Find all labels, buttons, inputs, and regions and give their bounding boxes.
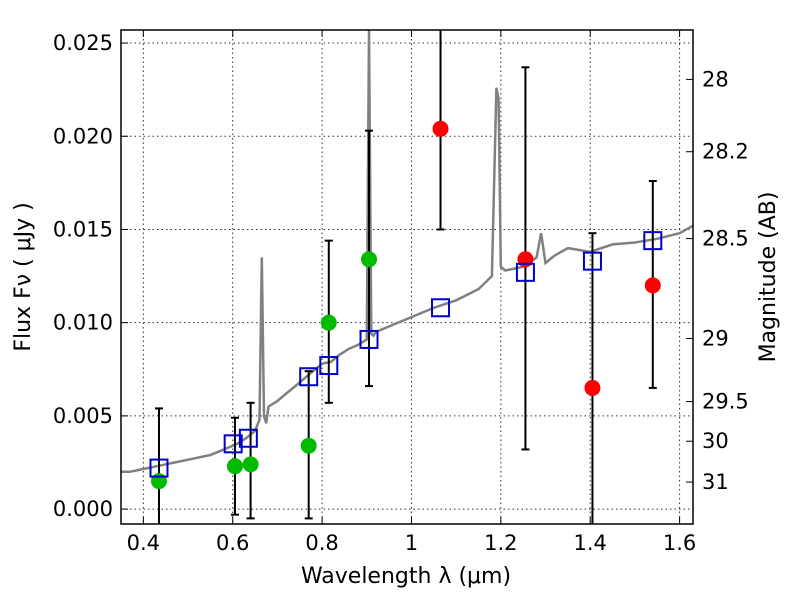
- x-tick-label-6: 1.6: [663, 531, 696, 555]
- red-point-1: [517, 251, 534, 268]
- plot-frame: [120, 29, 694, 525]
- right-tick-label-5: 30: [702, 429, 729, 453]
- model-photometry-square-2: [238, 428, 258, 448]
- red-point-2: [584, 379, 601, 396]
- model-photometry-square-0: [149, 458, 169, 478]
- y-tick-label-1: 0.005: [53, 404, 113, 428]
- model-photometry-square-4: [319, 356, 339, 376]
- y-tick-label-5: 0.025: [53, 31, 113, 55]
- y-tick-label-0: 0.000: [53, 497, 113, 521]
- model-photometry-square-6: [431, 298, 451, 318]
- green-point-5: [361, 251, 378, 268]
- data-points: [150, 120, 661, 490]
- green-point-0: [150, 473, 167, 490]
- green-point-3: [300, 437, 317, 454]
- y-tick-label-4: 0.020: [53, 124, 113, 148]
- right-tick-label-1: 28.2: [702, 140, 749, 164]
- right-tick-label-6: 31: [702, 470, 729, 494]
- green-point-4: [320, 314, 337, 331]
- right-tick-label-2: 28.5: [702, 227, 749, 251]
- model-photometry-markers: [149, 231, 663, 478]
- error-bars: [154, 30, 657, 524]
- model-photometry-square-8: [582, 251, 602, 271]
- model-photometry-square-9: [643, 231, 663, 251]
- y-axis-label: Flux Fν ( μJy ): [11, 202, 36, 351]
- right-tick-label-3: 29: [702, 327, 729, 351]
- green-point-2: [242, 456, 259, 473]
- right-axis-label: Magnitude (AB): [756, 192, 781, 363]
- y-tick-label-3: 0.015: [53, 217, 113, 241]
- model-photometry-square-5: [359, 329, 379, 349]
- red-point-0: [432, 120, 449, 137]
- axis-ticks: 0.4 0.6 0.8 1 1.2 1.4 1.6 0.000 0.005 0.010 0.015 0…: [53, 30, 749, 555]
- x-tick-label-0: 0.4: [127, 531, 160, 555]
- model-photometry-square-3: [299, 367, 319, 387]
- right-tick-label-4: 29.5: [702, 390, 749, 414]
- x-tick-label-4: 1.2: [484, 531, 517, 555]
- red-point-3: [644, 277, 661, 294]
- model-spectrum-line: [121, 29, 694, 474]
- y-tick-label-2: 0.010: [53, 311, 113, 335]
- right-tick-label-0: 28: [702, 67, 729, 91]
- x-tick-label-2: 0.8: [305, 531, 338, 555]
- x-axis-label: Wavelength λ (μm): [301, 564, 511, 589]
- x-tick-label-3: 1: [405, 531, 418, 555]
- model-photometry-square-7: [515, 262, 535, 282]
- x-tick-label-5: 1.4: [574, 531, 607, 555]
- green-point-1: [226, 458, 243, 475]
- model-photometry-square-1: [223, 434, 243, 454]
- grid-lines: [121, 30, 693, 524]
- x-tick-label-1: 0.6: [216, 531, 249, 555]
